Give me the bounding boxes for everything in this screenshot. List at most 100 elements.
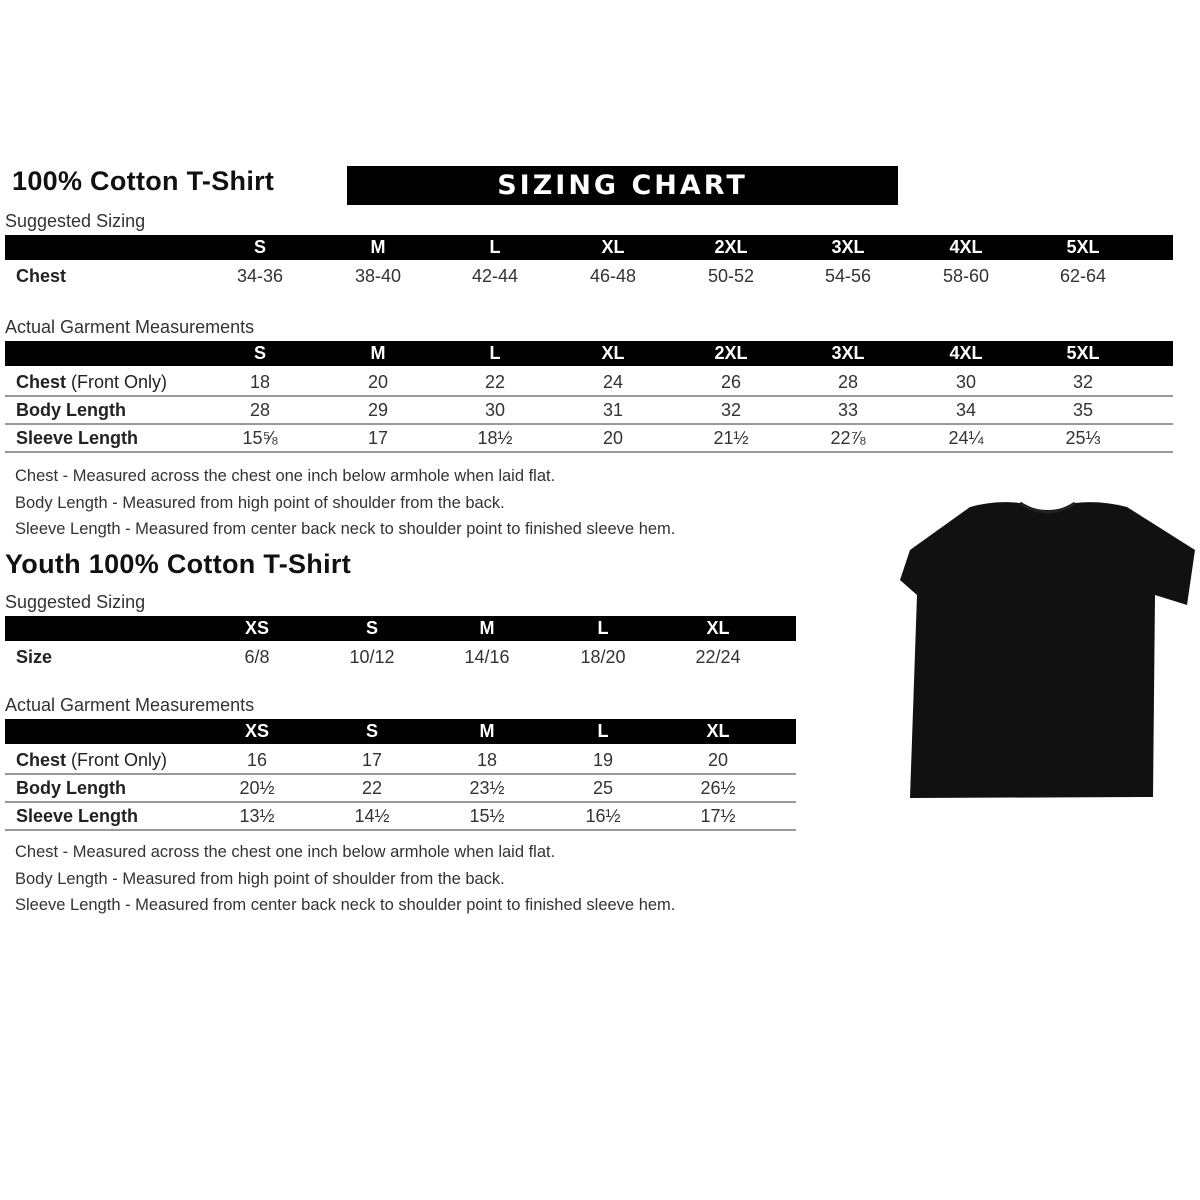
size-header-l: L xyxy=(597,721,609,741)
table-cell: 62-64 xyxy=(1059,266,1107,286)
youth-suggested-table: XS S M L XL Size 6/8 10/12 14/16 18/20 22/24 xyxy=(5,616,796,667)
size-header-row: S M L XL 2XL 3XL 4XL 5XL xyxy=(5,341,1173,366)
table-cell: 19 xyxy=(592,750,614,770)
table-cell: 24 xyxy=(602,372,624,392)
table-cell: 20½ xyxy=(239,778,275,798)
row-divider xyxy=(5,423,1173,425)
table-cell: 25 xyxy=(592,778,614,798)
table-cell: 50-52 xyxy=(707,266,755,286)
table-cell: 22 xyxy=(484,372,506,392)
row-label: Chest (Front Only) xyxy=(16,746,167,774)
table-cell: 24¼ xyxy=(948,428,984,448)
table-cell: 46-48 xyxy=(589,266,637,286)
adult-actual-label: Actual Garment Measurements xyxy=(5,317,255,337)
size-header-4xl: 4XL xyxy=(949,237,983,257)
size-header-s: S xyxy=(365,721,379,741)
size-header-l: L xyxy=(489,343,501,363)
row-label-extra: (Front Only) xyxy=(66,372,168,392)
size-header-5xl: 5XL xyxy=(1066,237,1100,257)
row-divider xyxy=(5,773,796,775)
row-divider xyxy=(5,801,796,803)
measurement-note: Body Length - Measured from high point o… xyxy=(15,869,505,888)
size-header-s: S xyxy=(365,618,379,638)
row-label-text: Size xyxy=(16,647,53,667)
measurement-note: Sleeve Length - Measured from center bac… xyxy=(15,520,676,538)
table-cell: 34-36 xyxy=(236,266,284,286)
table-cell: 13½ xyxy=(239,806,275,826)
table-cell: 14½ xyxy=(354,806,390,826)
measurement-note: Chest - Measured across the chest one in… xyxy=(15,843,556,861)
size-header-3xl: 3XL xyxy=(831,343,865,363)
table-cell: 38-40 xyxy=(354,266,402,286)
table-cell: 35 xyxy=(1072,400,1094,420)
size-header-m: M xyxy=(370,237,386,257)
table-cell: 18 xyxy=(476,750,498,770)
row-divider xyxy=(5,395,1173,397)
table-cell: 10/12 xyxy=(349,647,395,667)
row-label-text: Body Length xyxy=(16,778,126,798)
table-cell: 23½ xyxy=(469,778,505,798)
size-header-xs: XS xyxy=(244,721,270,741)
table-cell: 20 xyxy=(707,750,729,770)
row-label: Body Length xyxy=(16,396,126,424)
table-cell: 18/20 xyxy=(580,647,626,667)
table-cell: 32 xyxy=(720,400,742,420)
size-header-m: M xyxy=(370,343,386,363)
table-cell: 30 xyxy=(955,372,977,392)
table-cell: 29 xyxy=(367,400,389,420)
table-cell: 28 xyxy=(249,400,271,420)
table-row: Chest (Front Only) 18 20 22 24 26 28 30 32 xyxy=(5,368,1173,396)
tshirt-icon xyxy=(900,501,1195,798)
table-row: Sleeve Length 15⅝ 17 18½ 20 21½ 22⅞ 24¼ 25⅓ xyxy=(5,424,1173,452)
size-header-xl: XL xyxy=(706,618,730,638)
table-cell: 33 xyxy=(837,400,859,420)
table-cell: 16 xyxy=(246,750,268,770)
table-cell: 42-44 xyxy=(471,266,519,286)
size-header-s: S xyxy=(253,237,267,257)
table-cell: 58-60 xyxy=(942,266,990,286)
table-cell: 25⅓ xyxy=(1065,428,1101,448)
measurement-note: Body Length - Measured from high point o… xyxy=(15,493,505,512)
youth-actual-table: XS S M L XL Chest (Front Only) 16 17 18 19 20 Body … xyxy=(5,719,796,831)
table-cell: 15½ xyxy=(469,806,505,826)
table-cell: 18½ xyxy=(477,428,513,448)
table-cell: 15⅝ xyxy=(242,428,278,448)
table-cell: 22/24 xyxy=(695,647,741,667)
row-label-text: Chest xyxy=(16,750,67,770)
table-cell: 26 xyxy=(720,372,742,392)
table-cell: 32 xyxy=(1072,372,1094,392)
table-row: Size 6/8 10/12 14/16 18/20 22/24 xyxy=(5,643,796,671)
table-cell: 17½ xyxy=(700,806,736,826)
size-header-2xl: 2XL xyxy=(714,237,748,257)
size-header-xl: XL xyxy=(601,237,625,257)
youth-actual-label: Actual Garment Measurements xyxy=(5,695,255,715)
table-cell: 22⅞ xyxy=(830,428,866,448)
size-header-m: M xyxy=(479,618,495,638)
table-cell: 14/16 xyxy=(464,647,510,667)
table-cell: 30 xyxy=(484,400,506,420)
table-cell: 20 xyxy=(602,428,624,448)
table-row: Chest 34-36 38-40 42-44 46-48 50-52 54-56 58-60… xyxy=(5,262,1173,290)
size-header-row: XS S M L XL xyxy=(5,719,796,744)
row-label: Body Length xyxy=(16,774,126,802)
table-cell: 28 xyxy=(837,372,859,392)
size-header-l: L xyxy=(597,618,609,638)
row-label-text: Chest xyxy=(16,266,67,286)
table-row: Body Length 28 29 30 31 32 33 34 35 xyxy=(5,396,1173,424)
table-cell: 16½ xyxy=(585,806,621,826)
row-label: Sleeve Length xyxy=(16,802,138,830)
adult-title: 100% Cotton T-Shirt xyxy=(12,166,275,196)
table-cell: 18 xyxy=(249,372,271,392)
row-label-text: Body Length xyxy=(16,400,126,420)
row-label-extra: (Front Only) xyxy=(66,750,168,770)
table-row: Body Length 20½ 22 23½ 25 26½ xyxy=(5,774,796,802)
table-cell: 20 xyxy=(367,372,389,392)
sizing-chart-banner: SIZING CHART xyxy=(347,166,898,205)
size-header-xs: XS xyxy=(244,618,270,638)
table-cell: 22 xyxy=(361,778,383,798)
row-divider xyxy=(5,451,1173,453)
row-label: Chest (Front Only) xyxy=(16,368,167,396)
table-cell: 26½ xyxy=(700,778,736,798)
size-header-xl: XL xyxy=(601,343,625,363)
